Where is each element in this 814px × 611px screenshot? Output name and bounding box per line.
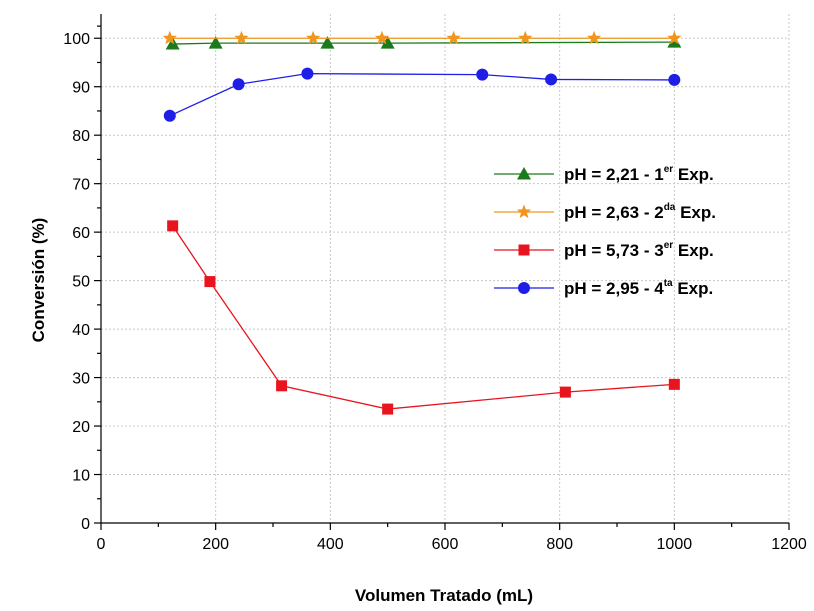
legend: pH = 2,21 - 1er Exp. pH = 2,63 - 2da Exp.… bbox=[494, 164, 716, 298]
legend-marker-square bbox=[518, 244, 530, 256]
axes: 0 200 400 600 800 1000 1200 0 10 20 30 40 50 60 70 80 90… bbox=[63, 14, 807, 553]
data-point-circle bbox=[163, 109, 176, 122]
data-point-square bbox=[559, 386, 571, 398]
y-tick-label: 70 bbox=[72, 177, 90, 194]
y-tick-label: 90 bbox=[72, 80, 90, 97]
x-tick-label: 600 bbox=[432, 536, 459, 553]
series-line bbox=[172, 225, 675, 410]
data-point-star bbox=[518, 30, 533, 45]
legend-marker-circle bbox=[518, 282, 530, 294]
data-point-triangle bbox=[208, 36, 223, 49]
x-tick-label: 1200 bbox=[771, 536, 807, 553]
data-point-square bbox=[276, 380, 288, 392]
legend-label: pH = 2,95 - 4ta Exp. bbox=[564, 278, 713, 298]
legend-marker-triangle bbox=[517, 167, 531, 180]
y-tick-label: 0 bbox=[81, 516, 90, 533]
x-axis-title: Volumen Tratado (mL) bbox=[355, 586, 533, 605]
x-tick-label: 0 bbox=[97, 536, 106, 553]
data-point-star bbox=[162, 30, 177, 45]
x-tick-label: 400 bbox=[317, 536, 344, 553]
series-1 bbox=[165, 35, 682, 50]
y-tick-label: 60 bbox=[72, 225, 90, 242]
y-tick-label: 30 bbox=[72, 371, 90, 388]
series-4 bbox=[163, 67, 681, 122]
y-tick-label: 50 bbox=[72, 274, 90, 291]
data-point-star bbox=[374, 30, 390, 45]
y-tick-label: 100 bbox=[63, 31, 90, 48]
x-tick-label: 1000 bbox=[657, 536, 693, 553]
data-point-star bbox=[586, 30, 602, 45]
y-tick-label: 10 bbox=[72, 468, 90, 485]
legend-label: pH = 2,63 - 2da Exp. bbox=[564, 202, 716, 222]
data-point-star bbox=[306, 30, 321, 45]
data-point-circle bbox=[476, 68, 489, 81]
data-point-star bbox=[446, 30, 461, 45]
legend-label: pH = 5,73 - 3er Exp. bbox=[564, 240, 714, 260]
data-point-star bbox=[667, 30, 682, 45]
legend-entry-4: pH = 2,95 - 4ta Exp. bbox=[494, 278, 713, 298]
y-tick-label: 80 bbox=[72, 128, 90, 145]
series-line bbox=[169, 72, 675, 117]
y-axis-title: Conversión (%) bbox=[29, 218, 48, 343]
legend-marker-star bbox=[516, 204, 532, 219]
data-point-triangle bbox=[380, 36, 395, 49]
data-point-square bbox=[167, 220, 179, 232]
y-tick-label: 20 bbox=[72, 419, 90, 436]
data-point-circle bbox=[545, 73, 558, 86]
data-point-square bbox=[204, 276, 216, 288]
grid bbox=[101, 14, 790, 523]
data-point-square bbox=[382, 403, 394, 415]
legend-entry-1: pH = 2,21 - 1er Exp. bbox=[494, 164, 714, 184]
legend-label: pH = 2,21 - 1er Exp. bbox=[564, 164, 714, 184]
data-point-square bbox=[668, 378, 680, 390]
legend-entry-3: pH = 5,73 - 3er Exp. bbox=[494, 240, 714, 260]
series-line bbox=[172, 41, 675, 45]
y-tick-label: 40 bbox=[72, 322, 90, 339]
x-tick-label: 800 bbox=[546, 536, 573, 553]
legend-entry-2: pH = 2,63 - 2da Exp. bbox=[494, 202, 716, 222]
data-point-circle bbox=[668, 73, 681, 86]
data-point-circle bbox=[301, 67, 314, 80]
series-3 bbox=[167, 220, 680, 415]
data-point-triangle bbox=[320, 36, 335, 49]
x-tick-label: 200 bbox=[202, 536, 229, 553]
data-point-star bbox=[234, 30, 249, 45]
series-2 bbox=[162, 30, 682, 45]
data-point-circle bbox=[232, 78, 245, 91]
series-layer bbox=[162, 30, 682, 415]
